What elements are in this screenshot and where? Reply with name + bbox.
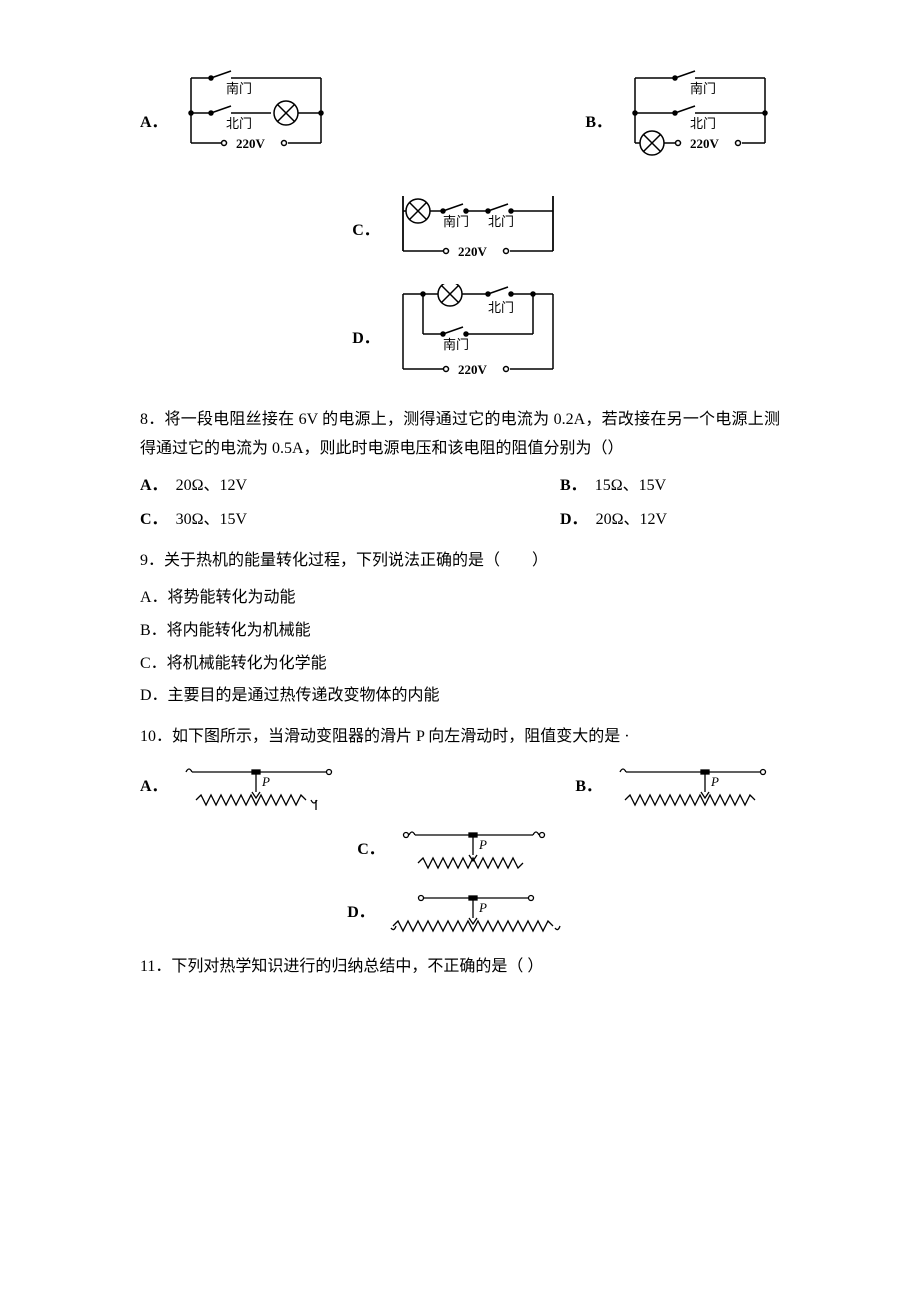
q9-opt-b: B．将内能转化为机械能	[140, 617, 780, 646]
q11-text: 11．下列对热学知识进行的归纳总结中，不正确的是（ ）	[140, 953, 780, 982]
svg-text:南门: 南门	[690, 81, 716, 96]
label-d: D．	[347, 899, 375, 928]
q9-opt-a: A．将势能转化为动能	[140, 584, 780, 613]
label-a: A．	[140, 773, 168, 802]
q8-opt-b: B．15Ω、15V	[560, 472, 780, 501]
q9-text: 9．关于热机的能量转化过程，下列说法正确的是（ ）	[140, 547, 780, 576]
q7-opt-a: A． 南门 北门	[140, 68, 336, 178]
circuit-a: 南门 北门 220V	[176, 68, 336, 178]
q8-text: 8．将一段电阻丝接在 6V 的电源上，测得通过它的电流为 0.2A，若改接在另一…	[140, 406, 780, 464]
q7-row-ab: A． 南门 北门	[140, 68, 780, 178]
rheostat-d: P	[383, 886, 573, 941]
q10-opt-c: C． P	[357, 823, 563, 878]
q10-opt-b: B． P	[575, 760, 780, 815]
label-c: C．	[352, 217, 380, 246]
q8-row-cd: C．30Ω、15V D．20Ω、12V	[140, 506, 780, 535]
q8-opt-c: C．30Ω、15V	[140, 506, 360, 535]
q10-opt-c-row: C． P	[140, 823, 780, 878]
q10-text: 10．如下图所示，当滑动变阻器的滑片 P 向左滑动时，阻值变大的是 ·	[140, 723, 780, 752]
q8-opt-d: D．20Ω、12V	[560, 506, 780, 535]
rheostat-b: P	[610, 760, 780, 815]
svg-text:220V: 220V	[236, 136, 266, 151]
svg-text:P: P	[478, 837, 487, 852]
q11: 11．下列对热学知识进行的归纳总结中，不正确的是（ ）	[140, 953, 780, 982]
q10: 10．如下图所示，当滑动变阻器的滑片 P 向左滑动时，阻值变大的是 ·	[140, 723, 780, 752]
rheostat-c: P	[393, 823, 563, 878]
q8-opt-a: A．20Ω、12V	[140, 472, 360, 501]
svg-text:220V: 220V	[690, 136, 720, 151]
label-b: B．	[585, 109, 612, 138]
label-d: D．	[352, 325, 380, 354]
svg-text:P: P	[478, 900, 487, 915]
svg-text:北门: 北门	[488, 300, 514, 315]
svg-text:南门: 南门	[226, 81, 252, 96]
q9: 9．关于热机的能量转化过程，下列说法正确的是（ ）	[140, 547, 780, 576]
q10-row-ab: A． P B．	[140, 760, 780, 815]
svg-text:P: P	[261, 774, 270, 789]
circuit-c: 南门 北门 220V	[388, 186, 568, 276]
svg-text:北门: 北门	[488, 214, 514, 229]
circuit-d: 北门 南门 220V	[388, 284, 568, 394]
q9-opt-d: D．主要目的是通过热传递改变物体的内能	[140, 682, 780, 711]
rheostat-a: P	[176, 760, 346, 815]
label-b: B．	[575, 773, 602, 802]
svg-text:北门: 北门	[226, 116, 252, 131]
q8: 8．将一段电阻丝接在 6V 的电源上，测得通过它的电流为 0.2A，若改接在另一…	[140, 406, 780, 464]
circuit-b: 南门 北门 220V	[620, 68, 780, 178]
q10-opt-d-row: D． P	[140, 886, 780, 941]
svg-text:220V: 220V	[458, 244, 488, 259]
q7-opt-d: D． 北门	[352, 284, 568, 394]
q9-opt-c: C．将机械能转化为化学能	[140, 650, 780, 679]
svg-text:南门: 南门	[443, 337, 469, 352]
svg-text:北门: 北门	[690, 116, 716, 131]
q10-opt-a: A． P	[140, 760, 346, 815]
svg-text:P: P	[710, 774, 719, 789]
svg-text:220V: 220V	[458, 362, 488, 377]
svg-text:南门: 南门	[443, 214, 469, 229]
q7-opt-c-row: C．	[140, 186, 780, 276]
q8-row-ab: A．20Ω、12V B．15Ω、15V	[140, 472, 780, 501]
q7-opt-c: C．	[352, 186, 568, 276]
q7-opt-d-row: D． 北门	[140, 284, 780, 394]
label-a: A．	[140, 109, 168, 138]
q7-opt-b: B． 南门 北门	[585, 68, 780, 178]
q10-opt-d: D． P	[347, 886, 573, 941]
label-c: C．	[357, 836, 385, 865]
